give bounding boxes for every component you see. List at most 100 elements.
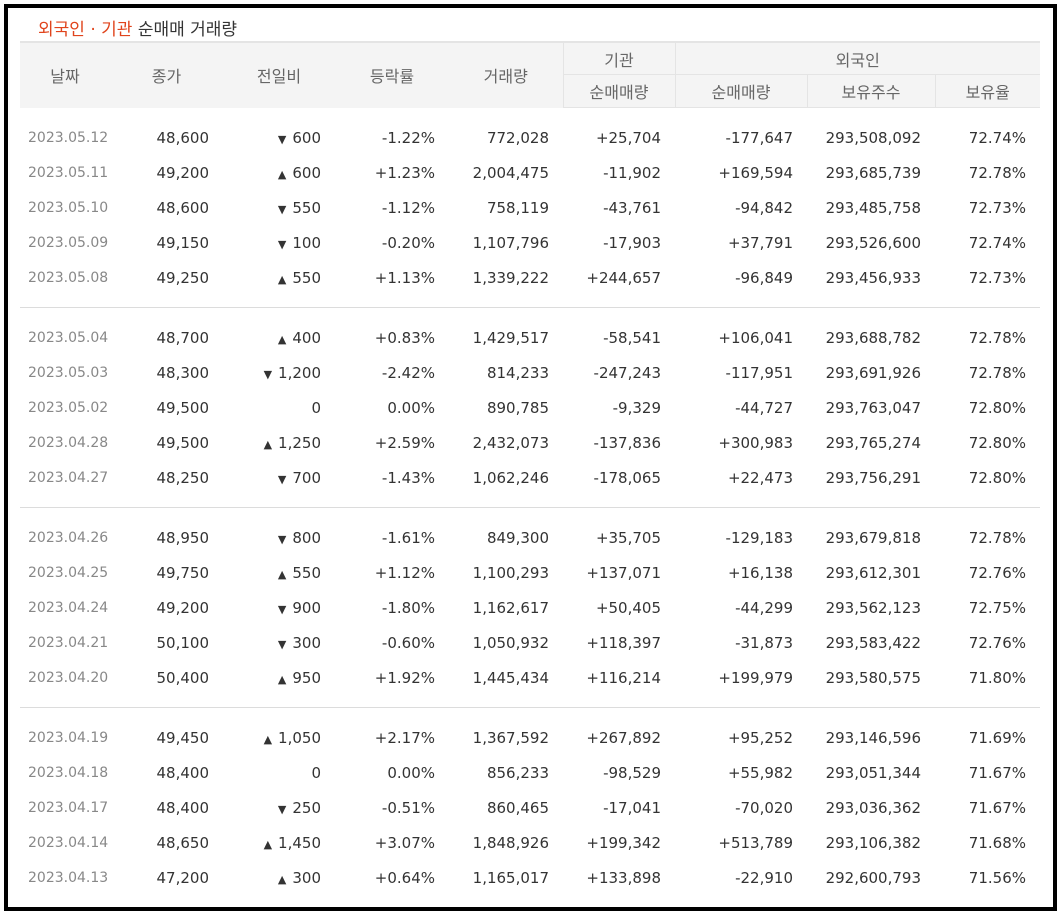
cell-date: 2023.05.09 <box>28 234 109 251</box>
cell-foreign-net: +16,138 <box>727 563 793 582</box>
change-value: 1,200 <box>278 363 321 382</box>
cell-foreign-net: -44,727 <box>735 398 793 417</box>
row-spacer <box>20 308 1040 321</box>
table-row: 2023.04.21 50,100 ▼ 300 -0.60% 1,050,932 +118,… <box>20 625 1040 660</box>
cell-volume: 1,445,434 <box>472 668 549 687</box>
cell-rate: +2.17% <box>374 728 435 747</box>
table-row: 2023.04.27 48,250 ▼ 700 -1.43% 1,062,246 -178,… <box>20 460 1040 495</box>
cell-inst-net: +137,071 <box>586 563 661 582</box>
cell-inst-net: -58,541 <box>603 328 661 347</box>
change-value: 550 <box>292 268 321 287</box>
table-row: 2023.04.18 48,400 0 0.00% 856,233 -98,529 +55,… <box>20 755 1040 790</box>
header-date: 날짜 <box>20 41 110 108</box>
cell-inst-net: +35,705 <box>595 528 661 547</box>
cell-change: ▲ 1,250 <box>223 425 335 460</box>
cell-date: 2023.04.20 <box>28 669 109 686</box>
triangle-down-icon: ▼ <box>277 202 287 216</box>
cell-ratio: 71.80% <box>968 668 1026 687</box>
cell-ratio: 72.76% <box>968 563 1026 582</box>
cell-date: 2023.05.08 <box>28 269 109 286</box>
cell-volume: 772,028 <box>486 128 549 147</box>
cell-volume: 1,050,932 <box>472 633 549 652</box>
table-row: 2023.04.20 50,400 ▲ 950 +1.92% 1,445,434 +116,… <box>20 660 1040 695</box>
table-row: 2023.05.09 49,150 ▼ 100 -0.20% 1,107,796 -17,9… <box>20 225 1040 260</box>
cell-foreign-net: +199,979 <box>718 668 793 687</box>
cell-foreign-net: -129,183 <box>725 528 793 547</box>
screenshot-frame: 외국인 · 기관 순매매 거래량 <box>4 4 1057 911</box>
cell-date: 2023.05.10 <box>28 199 109 216</box>
table-row: 2023.04.14 48,650 ▲ 1,450 +3.07% 1,848,926 +19… <box>20 825 1040 860</box>
cell-rate: +1.92% <box>374 668 435 687</box>
cell-date: 2023.05.04 <box>28 329 109 346</box>
row-spacer <box>20 508 1040 521</box>
cell-inst-net: +50,405 <box>595 598 661 617</box>
cell-ratio: 72.73% <box>968 268 1026 287</box>
section-title: 외국인 · 기관 순매매 거래량 <box>38 18 237 42</box>
triangle-up-icon: ▲ <box>277 567 287 581</box>
cell-change: ▲ 550 <box>223 555 335 590</box>
cell-foreign-net: +55,982 <box>727 763 793 782</box>
cell-inst-net: -247,243 <box>593 363 661 382</box>
cell-rate: -0.20% <box>381 233 435 252</box>
header-rate: 등락률 <box>335 41 449 108</box>
cell-foreign-net: +95,252 <box>727 728 793 747</box>
cell-foreign-net: +106,041 <box>718 328 793 347</box>
header-holdings: 보유주수 <box>806 74 935 108</box>
cell-inst-net: +25,704 <box>595 128 661 147</box>
title-highlight: 외국인 · 기관 <box>38 20 133 40</box>
cell-inst-net: -9,329 <box>612 398 661 417</box>
cell-inst-net: -17,903 <box>603 233 661 252</box>
cell-ratio: 72.74% <box>968 128 1026 147</box>
cell-ratio: 72.78% <box>968 163 1026 182</box>
cell-ratio: 72.78% <box>968 528 1026 547</box>
cell-rate: -1.43% <box>381 468 435 487</box>
cell-rate: -0.51% <box>381 798 435 817</box>
cell-inst-net: +244,657 <box>586 268 661 287</box>
cell-rate: +3.07% <box>374 833 435 852</box>
cell-inst-net: -137,836 <box>593 433 661 452</box>
change-value: 250 <box>292 798 321 817</box>
cell-date: 2023.05.03 <box>28 364 109 381</box>
change-value: 550 <box>292 563 321 582</box>
change-value: 600 <box>292 128 321 147</box>
row-spacer <box>20 108 1040 121</box>
table-row: 2023.05.12 48,600 ▼ 600 -1.22% 772,028 +25,704… <box>20 120 1040 155</box>
table-body: 2023.05.12 48,600 ▼ 600 -1.22% 772,028 +25,704… <box>20 108 1040 896</box>
cell-foreign-net: -70,020 <box>735 798 793 817</box>
cell-inst-net: -17,041 <box>603 798 661 817</box>
header-ratio: 보유율 <box>934 74 1040 108</box>
change-value: 0 <box>311 763 321 782</box>
cell-change: ▼ 550 <box>223 190 335 225</box>
cell-ratio: 71.67% <box>968 798 1026 817</box>
cell-close: 48,650 <box>156 833 210 852</box>
table-row: 2023.04.17 48,400 ▼ 250 -0.51% 860,465 -17,041… <box>20 790 1040 825</box>
triangle-up-icon: ▲ <box>263 437 273 451</box>
cell-volume: 890,785 <box>486 398 549 417</box>
triangle-up-icon: ▲ <box>263 837 273 851</box>
cell-change: ▲ 550 <box>223 260 335 295</box>
cell-holdings: 293,580,575 <box>825 668 921 687</box>
triangle-up-icon: ▲ <box>277 672 287 686</box>
cell-date: 2023.05.12 <box>28 129 109 146</box>
cell-volume: 1,107,796 <box>472 233 549 252</box>
cell-volume: 2,004,475 <box>472 163 549 182</box>
change-value: 1,050 <box>278 728 321 747</box>
cell-change: ▲ 600 <box>223 155 335 190</box>
cell-ratio: 72.80% <box>968 468 1026 487</box>
cell-rate: -2.42% <box>381 363 435 382</box>
cell-inst-net: +267,892 <box>586 728 661 747</box>
cell-inst-net: +118,397 <box>586 633 661 652</box>
cell-date: 2023.04.21 <box>28 634 109 651</box>
cell-ratio: 72.75% <box>968 598 1026 617</box>
header-change: 전일비 <box>223 41 335 108</box>
cell-date: 2023.05.02 <box>28 399 109 416</box>
cell-change: ▼ 1,200 <box>223 355 335 390</box>
cell-close: 50,400 <box>156 668 210 687</box>
change-value: 100 <box>292 233 321 252</box>
cell-rate: -1.80% <box>381 598 435 617</box>
cell-volume: 1,339,222 <box>472 268 549 287</box>
title-rest: 순매매 거래량 <box>132 20 238 40</box>
cell-change: ▼ 900 <box>223 590 335 625</box>
cell-foreign-net: -96,849 <box>735 268 793 287</box>
cell-ratio: 72.78% <box>968 328 1026 347</box>
